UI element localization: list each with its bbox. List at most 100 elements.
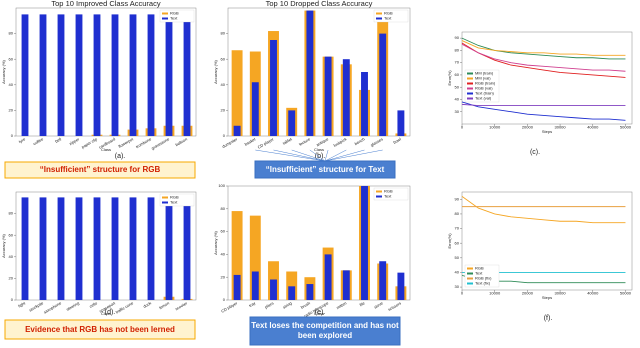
panel: Top 10 Dropped Class Accuracy 0 20 40 60 80 Ac… [213,0,411,179]
legend-label: RGB (fix) [475,276,492,281]
bar [111,14,119,136]
caption: (a). [115,153,126,160]
caption: (d). [105,309,116,316]
bar [288,286,296,300]
x-tick-label: paper clip [81,136,99,149]
y-tick-label: 90 [455,196,460,201]
y-tick-label: 80 [455,47,460,52]
caption: (f). [544,315,553,322]
bar [93,197,101,300]
legend-swatch [376,195,382,198]
bar [397,110,405,136]
legend-box [464,69,500,103]
x-tick-label: stove [373,300,384,309]
legend-label: Text [384,194,392,199]
legend-swatch [467,277,473,280]
legend-swatch [376,12,382,15]
legend-box [373,187,409,201]
y-tick-label: 60 [455,240,460,245]
callout-text: “Insufficient” structure for RGB [39,165,161,174]
x-tick-label: basket [244,136,257,147]
legend-swatch [376,17,382,20]
x-tick-label: tray [248,300,256,308]
bar [39,14,47,136]
legend-swatch [376,190,382,193]
y-tick-label: 80 [455,211,460,216]
y-tick-label: 0 [11,297,14,302]
x-tick-label: dock [142,300,152,309]
callout-text: Text loses the competition and has not b… [251,321,399,340]
y-axis-label: Accuracy (%) [213,59,218,83]
panel: 30 40 50 60 70 80 90 Error(%) Steps 0 10000 20000 30… [447,31,633,156]
legend-label: Text [170,200,178,205]
y-tick-label: 40 [455,270,460,275]
bar [342,59,350,137]
x-tick-label: traffic cone [115,300,135,314]
bar [183,197,191,300]
y-tick-label: 60 [9,232,14,237]
panel: Top 10 Improved Class Accuracy 0 20 40 60 80 A… [1,0,197,179]
y-tick-label: 0 [223,297,226,302]
x-tick-label: light [17,300,27,308]
bar [57,197,65,300]
y-tick-label: 20 [221,107,226,112]
y-axis-label: Error(%) [447,70,452,86]
x-tick-label: 50000 [620,291,632,296]
legend-box [159,9,195,23]
x-tick-label: pliers [264,300,275,309]
bar [231,50,243,136]
callout-box [4,319,196,340]
x-tick-label: flowerpot [117,136,134,149]
x-tick-label: 30000 [555,291,567,296]
caption: (c). [530,149,540,156]
x-tick-label: gravestone [150,136,170,151]
bar [183,14,191,136]
arrow [324,149,365,162]
legend-swatch [467,92,473,95]
callout-box [254,160,396,179]
callout-box [249,316,401,346]
x-tick-label: 40000 [587,125,599,130]
x-tick-label: mitten [335,300,347,310]
legend-label: Text [170,16,178,21]
x-tick-label: 50000 [620,125,632,130]
legend-swatch [467,87,473,90]
y-tick-label: 40 [455,97,460,102]
bar [75,197,83,300]
arrow [255,149,326,162]
legend-swatch [162,196,168,199]
bar [379,261,387,300]
x-tick-label: lemon [158,300,170,310]
y-axis-label: Error(%) [447,233,452,249]
line [461,43,626,72]
caption: (e). [315,309,326,316]
callout-box [4,161,196,179]
y-tick-label: 80 [221,31,226,36]
x-tick-label: 30000 [555,125,567,130]
y-tick-label: 20 [221,274,226,279]
y-tick-label: 80 [221,206,226,211]
x-axis-label: Class [314,147,324,152]
x-tick-label: 0 [461,125,464,130]
y-tick-label: 60 [9,56,14,61]
bar [361,72,368,136]
callout: “Insufficient” structure for RGB [39,165,161,174]
x-tick-label: cello [88,300,98,309]
bar [324,254,332,300]
bar [147,197,155,300]
y-tick-label: 30 [455,109,460,114]
legend-swatch [467,97,473,100]
x-axis-label: Class [314,311,324,316]
legend-label: RGB (train) [475,81,496,86]
arrow [273,149,326,162]
arrow [291,149,326,162]
bar [270,40,277,136]
line [461,40,626,56]
x-tick-label: 10000 [489,125,501,130]
legend-swatch [162,201,168,204]
y-tick-label: 50 [455,84,460,89]
legend-label: Text [384,16,392,21]
y-tick-label: 40 [9,254,14,259]
legend-label: RGB [384,11,393,16]
y-tick-label: 80 [9,211,14,216]
